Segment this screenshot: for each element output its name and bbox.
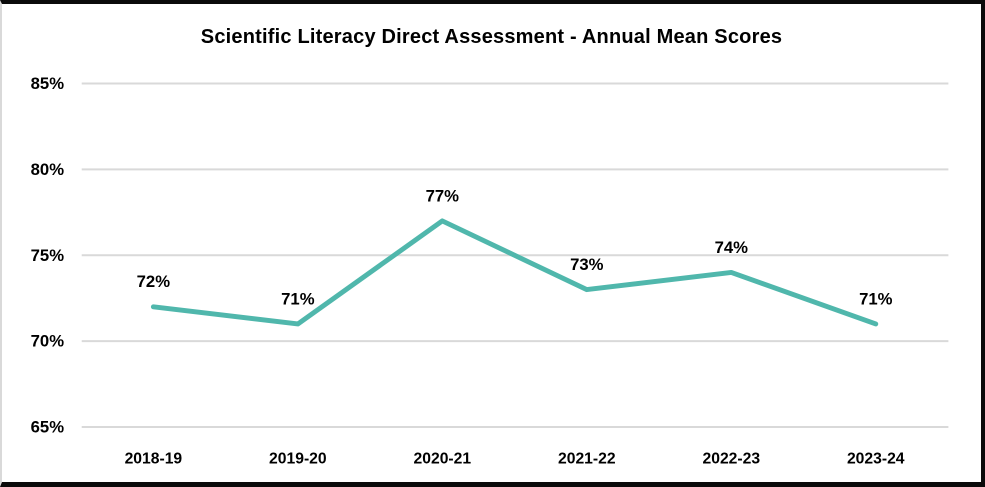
data-point-label: 73% [570,255,604,274]
y-tick-label: 80% [31,160,65,179]
x-tick-label: 2021-22 [558,450,616,467]
data-point-label: 71% [859,289,893,308]
y-tick-label: 75% [31,246,65,265]
x-tick-label: 2019-20 [269,450,327,467]
data-point-label: 71% [281,289,315,308]
y-tick-label: 65% [31,418,65,437]
data-point-label: 72% [137,272,171,291]
series-line [150,218,879,327]
line-chart-plot: 65% 70% 75% 80% 85% 2018-19 2019-20 2020-21 2021… [31,74,949,467]
data-point-label: 74% [715,238,749,257]
x-tick-label: 2022-23 [702,450,760,467]
chart-title: Scientific Literacy Direct Assessment - … [200,26,783,48]
y-tick-label: 70% [31,332,65,351]
x-tick-label: 2018-19 [125,450,183,467]
y-tick-label: 85% [31,74,65,93]
data-point-label: 77% [426,186,460,205]
x-tick-label: 2020-21 [414,450,472,467]
x-tick-label: 2023-24 [847,450,905,467]
